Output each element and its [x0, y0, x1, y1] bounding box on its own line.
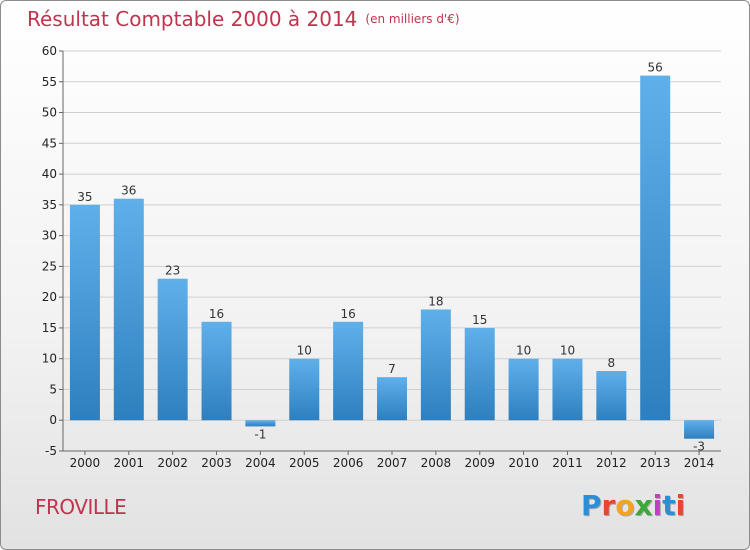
bar: [552, 358, 583, 421]
proxiti-logo: Proxiti: [581, 489, 685, 522]
logo-letter: o: [615, 489, 635, 522]
bar-value-label: 10: [560, 344, 575, 358]
x-tick-label: 2012: [596, 456, 627, 470]
y-tick-label: 60: [42, 44, 57, 58]
bar: [289, 358, 320, 421]
x-tick-label: 2002: [157, 456, 188, 470]
x-tick-label: 2005: [289, 456, 320, 470]
x-tick-label: 2003: [201, 456, 232, 470]
y-tick-label: -5: [45, 444, 57, 458]
bar: [69, 204, 100, 421]
y-tick-label: 30: [42, 229, 57, 243]
bar: [464, 327, 495, 421]
x-tick-label: 2014: [684, 456, 715, 470]
y-tick-label: 35: [42, 198, 57, 212]
x-tick-label: 2008: [421, 456, 452, 470]
bar-value-label: 15: [472, 313, 487, 327]
bar: [157, 278, 188, 421]
y-tick-label: 55: [42, 75, 57, 89]
bar-value-label: -3: [693, 440, 705, 454]
bar-value-label: 18: [428, 294, 443, 308]
y-tick-label: 50: [42, 106, 57, 120]
x-tick-label: 2006: [333, 456, 364, 470]
bar: [245, 420, 276, 427]
logo-letter: P: [581, 489, 602, 522]
y-tick-label: 15: [42, 321, 57, 335]
bar-value-label: -1: [254, 427, 266, 441]
bar-value-label: 35: [77, 190, 92, 204]
bar-value-label: 10: [516, 344, 531, 358]
logo-letter: r: [601, 489, 616, 522]
logo-letter: t: [662, 489, 676, 522]
chart-title-text: Résultat Comptable 2000 à 2014: [27, 7, 358, 31]
x-tick-label: 2009: [464, 456, 495, 470]
bar: [508, 358, 539, 421]
bar-value-label: 16: [209, 307, 224, 321]
x-tick-label: 2011: [552, 456, 583, 470]
bar-value-label: 23: [165, 264, 180, 278]
logo-letter: x: [634, 489, 653, 522]
bar-value-label: 56: [648, 61, 663, 75]
bar-value-label: 8: [608, 356, 616, 370]
y-tick-label: 25: [42, 259, 57, 273]
town-name: FROVILLE: [35, 495, 127, 519]
y-tick-label: 40: [42, 167, 57, 181]
y-tick-label: 45: [42, 136, 57, 150]
bar: [640, 75, 671, 421]
bar: [201, 321, 232, 421]
chart-subtitle: (en milliers d'€): [365, 12, 460, 26]
x-tick-label: 2004: [245, 456, 276, 470]
logo-letter: i: [652, 489, 663, 522]
x-tick-label: 2010: [508, 456, 539, 470]
bar-value-label: 10: [297, 344, 312, 358]
x-tick-label: 2000: [70, 456, 101, 470]
bar: [113, 198, 144, 421]
x-tick-label: 2007: [377, 456, 408, 470]
bar-value-label: 16: [340, 307, 355, 321]
bar: [596, 371, 627, 421]
bar: [333, 321, 364, 421]
logo-letter: i: [675, 489, 686, 522]
y-tick-label: 20: [42, 290, 57, 304]
bar-value-label: 7: [388, 362, 396, 376]
chart-title: Résultat Comptable 2000 à 2014 (en millie…: [27, 7, 460, 31]
bar: [420, 309, 451, 421]
y-tick-label: 5: [49, 382, 57, 396]
bar-value-label: 36: [121, 184, 136, 198]
y-tick-label: 0: [49, 413, 57, 427]
bar: [684, 420, 715, 439]
x-tick-label: 2001: [114, 456, 145, 470]
y-tick-label: 10: [42, 352, 57, 366]
bar: [377, 377, 407, 421]
x-tick-label: 2013: [640, 456, 671, 470]
